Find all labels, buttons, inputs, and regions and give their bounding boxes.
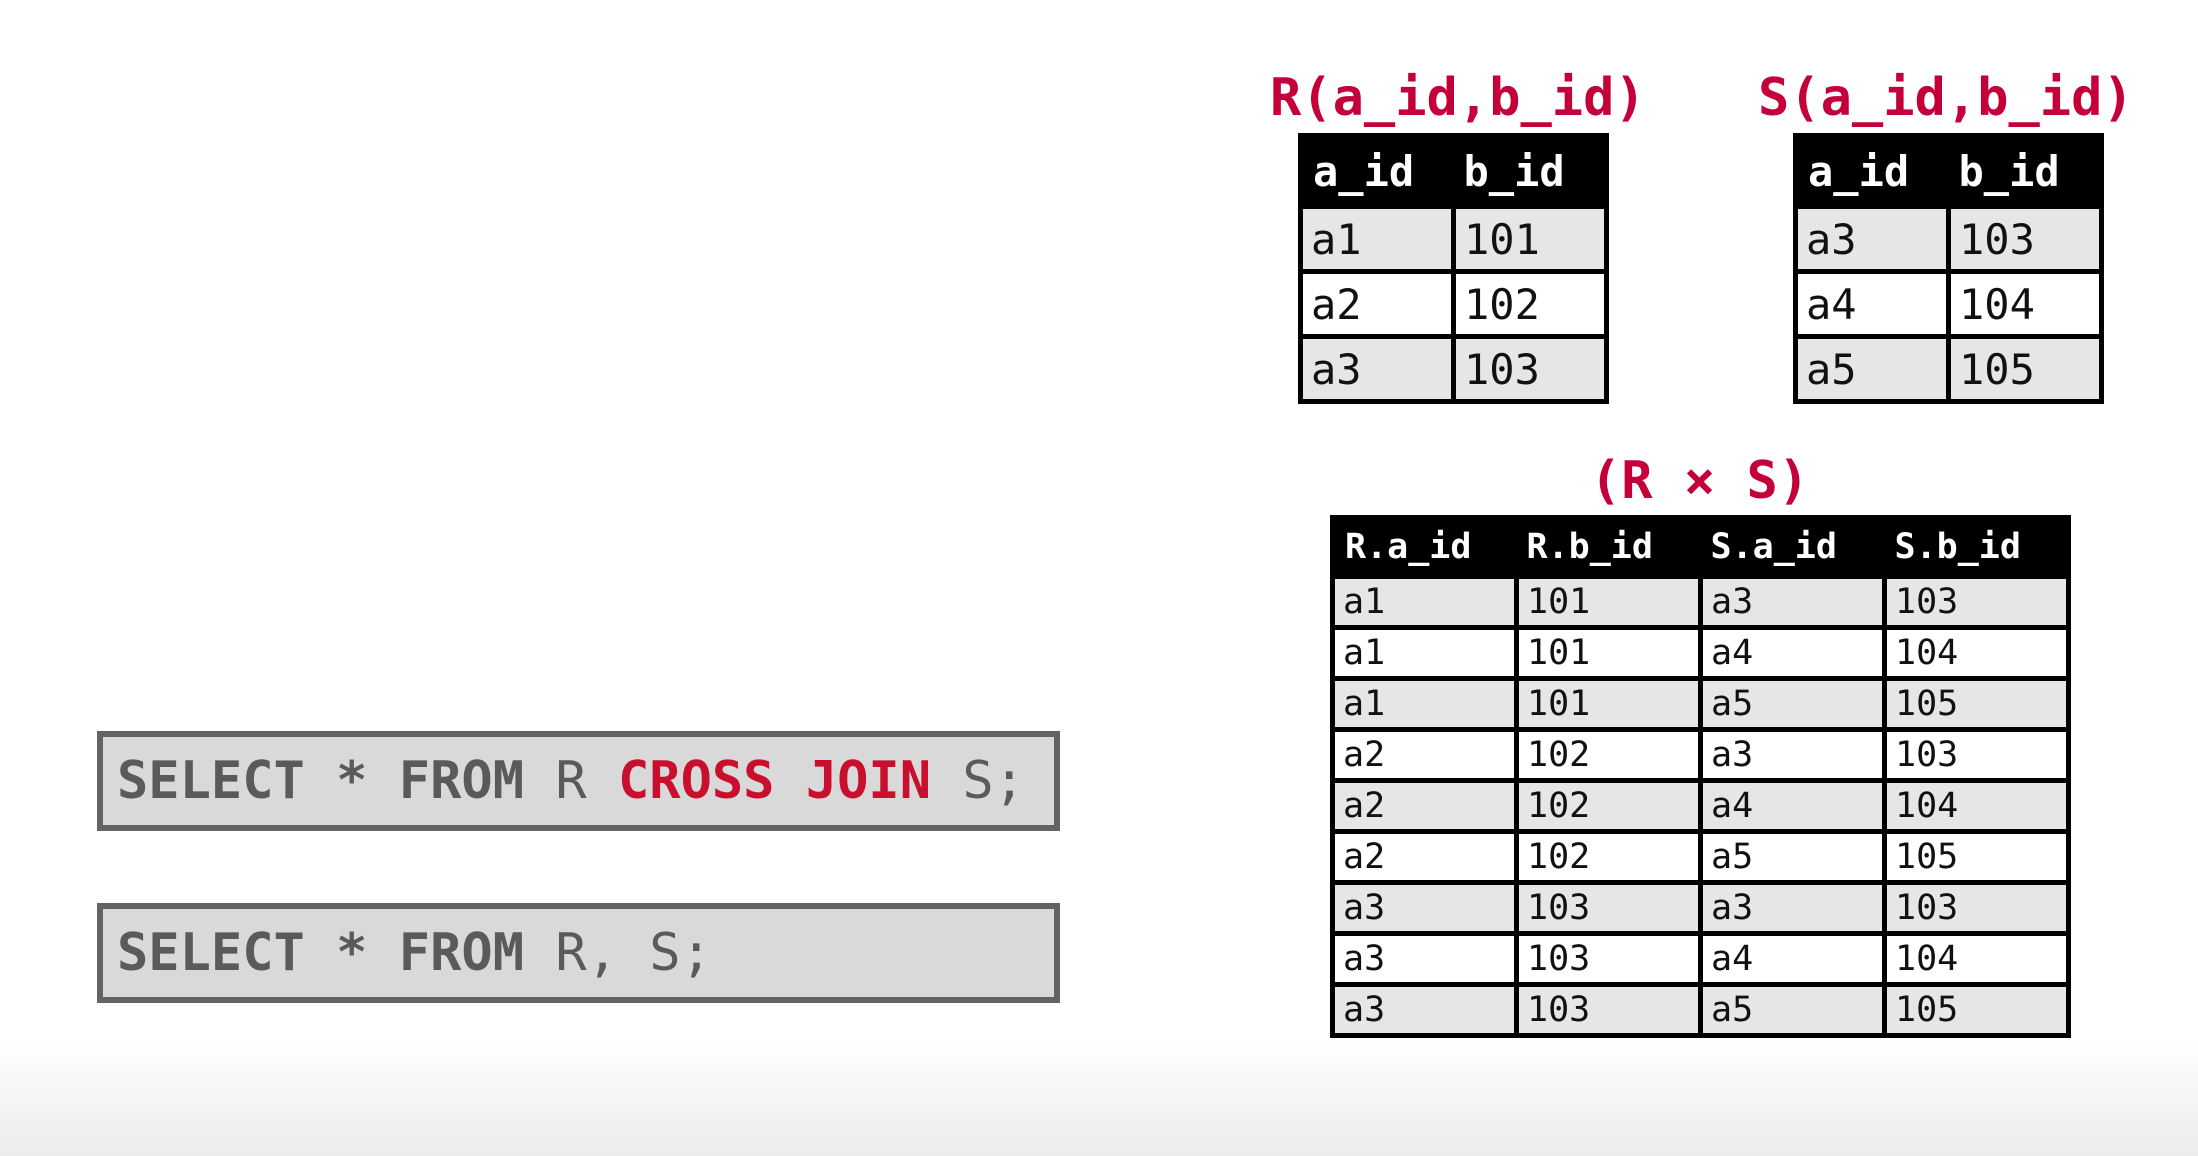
- header-cell: S.a_id: [1700, 517, 1885, 577]
- table-row: a3 103: [1298, 334, 1609, 404]
- cell: 105: [1882, 676, 2071, 732]
- star: *: [336, 751, 368, 811]
- cell: a2: [1298, 269, 1456, 339]
- cell: a4: [1698, 931, 1887, 987]
- cell: 103: [1946, 204, 2104, 274]
- table-row: a3 103 a5 105: [1330, 982, 2071, 1038]
- cell: a1: [1298, 204, 1456, 274]
- cell: 105: [1882, 829, 2071, 885]
- header-cell: a_id: [1300, 135, 1454, 207]
- cell: 105: [1946, 334, 2104, 404]
- table-row: a3 103 a3 103: [1330, 880, 2071, 936]
- cell: 104: [1882, 625, 2071, 681]
- table-row: a2 102: [1298, 269, 1609, 339]
- table-row: a1 101 a4 104: [1330, 625, 2071, 681]
- star: *: [336, 923, 368, 983]
- cell: a1: [1330, 676, 1519, 732]
- cell: 101: [1451, 204, 1609, 274]
- table-row: a4 104: [1793, 269, 2104, 339]
- header-cell: S.b_id: [1884, 517, 2069, 577]
- cell: a5: [1698, 982, 1887, 1038]
- cell: 103: [1451, 334, 1609, 404]
- cell: a4: [1698, 778, 1887, 834]
- keyword-from: FROM: [398, 751, 525, 811]
- comma-join-query: SELECT * FROM R, S;: [97, 903, 1060, 1003]
- table-name-r: R,: [555, 923, 618, 983]
- header-cell: a_id: [1795, 135, 1949, 207]
- cell: 101: [1514, 625, 1703, 681]
- cell: 101: [1514, 676, 1703, 732]
- cell: 102: [1514, 829, 1703, 885]
- table-name-r: R: [555, 751, 587, 811]
- cell: 102: [1514, 727, 1703, 783]
- cell: a5: [1793, 334, 1951, 404]
- cross-join-query: SELECT * FROM R CROSS JOIN S;: [97, 731, 1060, 831]
- cell: a4: [1793, 269, 1951, 339]
- table-name-s: S;: [962, 751, 1025, 811]
- table-name-s: S;: [649, 923, 712, 983]
- table-row: a1 101: [1298, 204, 1609, 274]
- cell: 103: [1514, 880, 1703, 936]
- cell: 104: [1882, 931, 2071, 987]
- cell: 103: [1882, 574, 2071, 630]
- cell: a3: [1330, 931, 1519, 987]
- cell: a4: [1698, 625, 1887, 681]
- cell: a3: [1698, 880, 1887, 936]
- cell: a5: [1698, 676, 1887, 732]
- table-row: a5 105: [1793, 334, 2104, 404]
- cell: a1: [1330, 625, 1519, 681]
- cell: a1: [1330, 574, 1519, 630]
- header-cell: R.b_id: [1516, 517, 1701, 577]
- keyword-join: JOIN: [805, 751, 932, 811]
- cell: a2: [1330, 778, 1519, 834]
- cell: 104: [1946, 269, 2104, 339]
- cell: 102: [1514, 778, 1703, 834]
- table-s: a_id b_id a3 103 a4 104 a5 105: [1793, 133, 2104, 404]
- table-r-title: R(a_id,b_id): [1270, 68, 1646, 128]
- cell: 102: [1451, 269, 1609, 339]
- cell: a5: [1698, 829, 1887, 885]
- table-row: a3 103 a4 104: [1330, 931, 2071, 987]
- table-row: a3 103: [1793, 204, 2104, 274]
- cell: 104: [1882, 778, 2071, 834]
- table-r: a_id b_id a1 101 a2 102 a3 103: [1298, 133, 1609, 404]
- table-row: a2 102 a3 103: [1330, 727, 2071, 783]
- table-row: a2 102 a5 105: [1330, 829, 2071, 885]
- keyword-from: FROM: [398, 923, 525, 983]
- cell: a2: [1330, 829, 1519, 885]
- cell: 103: [1882, 727, 2071, 783]
- header-cell: R.a_id: [1332, 517, 1517, 577]
- product-title: (R × S): [1590, 451, 1810, 511]
- header-cell: b_id: [1948, 135, 2102, 207]
- table-row: a1 101 a3 103: [1330, 574, 2071, 630]
- cell: a3: [1330, 880, 1519, 936]
- product-table: R.a_id R.b_id S.a_id S.b_id a1 101 a3 103 a1 101…: [1330, 515, 2071, 1038]
- keyword-select: SELECT: [117, 751, 305, 811]
- cell: a3: [1698, 727, 1887, 783]
- table-row: a1 101 a5 105: [1330, 676, 2071, 732]
- cell: 105: [1882, 982, 2071, 1038]
- header-cell: b_id: [1453, 135, 1607, 207]
- table-row: a2 102 a4 104: [1330, 778, 2071, 834]
- keyword-select: SELECT: [117, 923, 305, 983]
- cell: 103: [1882, 880, 2071, 936]
- cell: a3: [1698, 574, 1887, 630]
- keyword-cross: CROSS: [617, 751, 775, 811]
- cell: a3: [1298, 334, 1456, 404]
- cell: 103: [1514, 931, 1703, 987]
- cell: a3: [1330, 982, 1519, 1038]
- table-s-title: S(a_id,b_id): [1758, 68, 2134, 128]
- cell: 103: [1514, 982, 1703, 1038]
- cell: 101: [1514, 574, 1703, 630]
- cell: a3: [1793, 204, 1951, 274]
- cell: a2: [1330, 727, 1519, 783]
